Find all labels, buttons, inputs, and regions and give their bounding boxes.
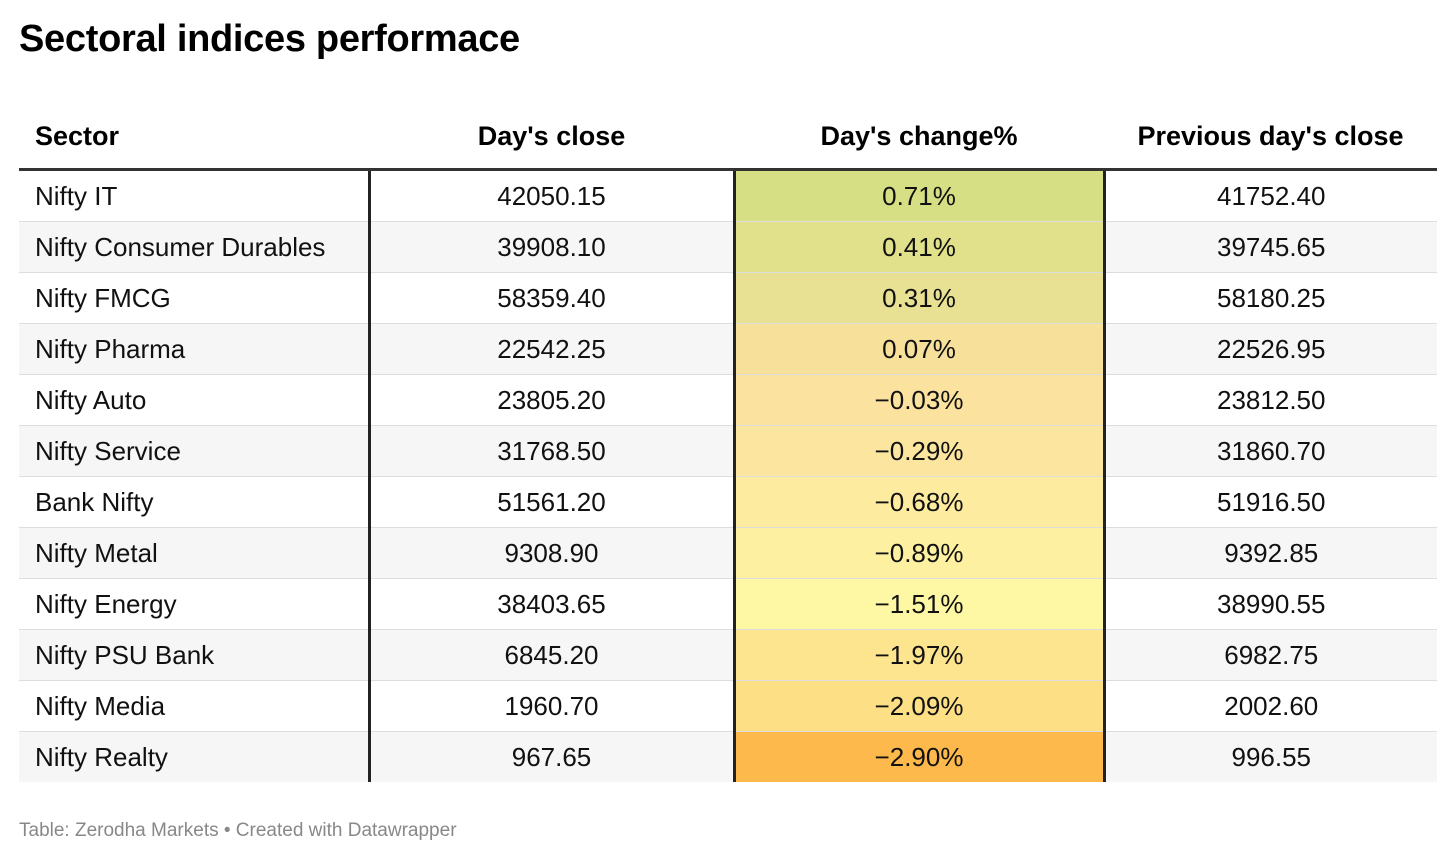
table-row: Nifty Consumer Durables 39908.10 0.41% 3974… (19, 221, 1437, 273)
cell-sector: Bank Nifty (19, 476, 369, 528)
cell-previous-close: 6982.75 (1104, 629, 1437, 681)
cell-days-close: 39908.10 (367, 221, 734, 273)
cell-days-close: 9308.90 (367, 527, 734, 579)
table-row: Bank Nifty 51561.20 −0.68% 51916.50 (19, 476, 1437, 528)
cell-days-change: −0.68% (732, 476, 1106, 528)
cell-days-close: 42050.15 (367, 169, 734, 222)
table-row: Nifty Energy 38403.65 −1.51% 38990.55 (19, 578, 1437, 630)
cell-sector: Nifty Realty (19, 731, 369, 782)
cell-days-close: 31768.50 (367, 425, 734, 477)
table-row: Nifty Pharma 22542.25 0.07% 22526.95 (19, 323, 1437, 375)
cell-days-close: 23805.20 (367, 374, 734, 426)
table-row: Nifty Service 31768.50 −0.29% 31860.70 (19, 425, 1437, 477)
cell-sector: Nifty Media (19, 680, 369, 732)
chart-title: Sectoral indices performace (19, 18, 520, 60)
cell-sector: Nifty FMCG (19, 272, 369, 324)
table-header-row: Sector Day's close Day's change% Previou… (19, 104, 1437, 171)
cell-sector: Nifty Consumer Durables (19, 221, 369, 273)
cell-days-change: −0.29% (732, 425, 1106, 477)
cell-days-change: −0.89% (732, 527, 1106, 579)
cell-sector: Nifty Metal (19, 527, 369, 579)
table-row: Nifty PSU Bank 6845.20 −1.97% 6982.75 (19, 629, 1437, 681)
cell-days-change: 0.07% (732, 323, 1106, 375)
cell-previous-close: 38990.55 (1104, 578, 1437, 630)
header-sector: Sector (19, 104, 369, 171)
sector-table: Sector Day's close Day's change% Previou… (19, 104, 1437, 782)
cell-days-close: 38403.65 (367, 578, 734, 630)
cell-days-change: −1.97% (732, 629, 1106, 681)
source-footer: Table: Zerodha Markets • Created with Da… (19, 820, 457, 841)
cell-days-change: −0.03% (732, 374, 1106, 426)
cell-days-close: 967.65 (367, 731, 734, 782)
cell-days-close: 6845.20 (367, 629, 734, 681)
cell-previous-close: 31860.70 (1104, 425, 1437, 477)
cell-sector: Nifty IT (19, 169, 369, 222)
cell-sector: Nifty Auto (19, 374, 369, 426)
table-row: Nifty Auto 23805.20 −0.03% 23812.50 (19, 374, 1437, 426)
cell-previous-close: 39745.65 (1104, 221, 1437, 273)
cell-previous-close: 22526.95 (1104, 323, 1437, 375)
cell-previous-close: 996.55 (1104, 731, 1437, 782)
table-body: Nifty IT 42050.15 0.71% 41752.40 Nifty Consu… (19, 169, 1437, 782)
table-row: Nifty Media 1960.70 −2.09% 2002.60 (19, 680, 1437, 732)
cell-previous-close: 41752.40 (1104, 169, 1437, 222)
cell-days-change: 0.71% (732, 169, 1106, 222)
cell-previous-close: 2002.60 (1104, 680, 1437, 732)
cell-sector: Nifty Service (19, 425, 369, 477)
cell-sector: Nifty Energy (19, 578, 369, 630)
cell-previous-close: 9392.85 (1104, 527, 1437, 579)
cell-sector: Nifty PSU Bank (19, 629, 369, 681)
cell-days-change: 0.31% (732, 272, 1106, 324)
header-previous-close: Previous day's close (1104, 104, 1437, 171)
cell-days-close: 22542.25 (367, 323, 734, 375)
header-days-close: Day's close (369, 104, 734, 171)
cell-previous-close: 23812.50 (1104, 374, 1437, 426)
cell-days-change: 0.41% (732, 221, 1106, 273)
table-row: Nifty IT 42050.15 0.71% 41752.40 (19, 169, 1437, 222)
cell-days-change: −1.51% (732, 578, 1106, 630)
cell-days-change: −2.90% (732, 731, 1106, 782)
table-row: Nifty Realty 967.65 −2.90% 996.55 (19, 731, 1437, 782)
sector-table-wrapper: Sector Day's close Day's change% Previou… (19, 104, 1437, 782)
table-row: Nifty FMCG 58359.40 0.31% 58180.25 (19, 272, 1437, 324)
cell-days-change: −2.09% (732, 680, 1106, 732)
header-days-change: Day's change% (734, 104, 1104, 171)
cell-previous-close: 58180.25 (1104, 272, 1437, 324)
cell-days-close: 58359.40 (367, 272, 734, 324)
cell-sector: Nifty Pharma (19, 323, 369, 375)
cell-days-close: 51561.20 (367, 476, 734, 528)
cell-days-close: 1960.70 (367, 680, 734, 732)
cell-previous-close: 51916.50 (1104, 476, 1437, 528)
table-row: Nifty Metal 9308.90 −0.89% 9392.85 (19, 527, 1437, 579)
